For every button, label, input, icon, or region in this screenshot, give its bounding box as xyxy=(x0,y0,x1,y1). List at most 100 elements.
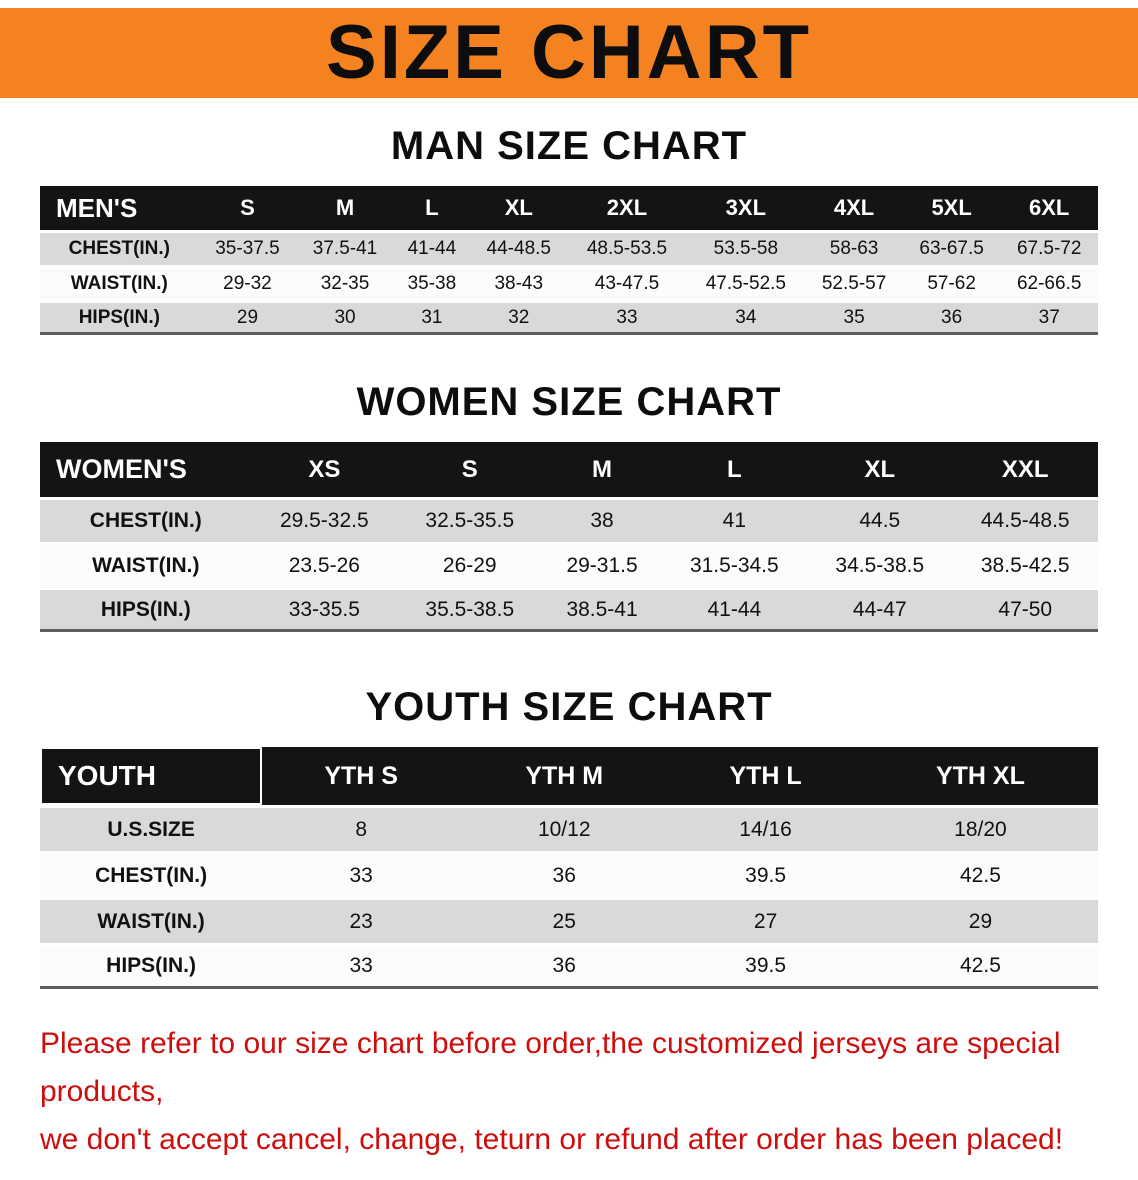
size-value-cell: 23 xyxy=(262,900,461,943)
women-size-table-wrap: WOMEN'S XS S M L XL XXL CHEST(IN.) 29.5-32.5 32.5… xyxy=(0,439,1138,635)
table-header-row: MEN'S S M L XL 2XL 3XL 4XL 5XL 6XL xyxy=(40,186,1098,230)
women-size-section: WOMEN SIZE CHART WOMEN'S XS S M L XL XXL CHEST(… xyxy=(0,380,1138,635)
size-header-cell: L xyxy=(393,186,470,230)
table-header-row: YOUTH YTH S YTH M YTH L YTH XL xyxy=(40,747,1098,805)
row-label-cell: CHEST(IN.) xyxy=(40,500,252,542)
size-header-cell: S xyxy=(198,186,297,230)
row-label-cell: U.S.SIZE xyxy=(40,808,263,851)
size-value-cell: 36 xyxy=(902,303,1001,335)
men-size-table-wrap: MEN'S S M L XL 2XL 3XL 4XL 5XL 6XL CHEST(IN.) 35-37… xyxy=(0,183,1138,338)
size-header-cell: 2XL xyxy=(567,186,687,230)
disclaimer-line-1: Please refer to our size chart before or… xyxy=(40,1027,1061,1108)
size-value-cell: 18/20 xyxy=(862,808,1098,851)
size-value-cell: 25 xyxy=(460,900,669,943)
size-value-cell: 32-35 xyxy=(296,268,394,300)
table-row: WAIST(IN.) 29-32 32-35 35-38 38-43 43-47.5 47.… xyxy=(40,268,1098,300)
size-value-cell: 36 xyxy=(460,946,669,989)
size-value-cell: 31 xyxy=(393,303,470,335)
size-value-cell: 37.5-41 xyxy=(296,233,394,265)
size-value-cell: 67.5-72 xyxy=(1000,233,1098,265)
size-value-cell: 39.5 xyxy=(668,946,863,989)
men-size-table: MEN'S S M L XL 2XL 3XL 4XL 5XL 6XL CHEST(IN.) 35-37… xyxy=(40,183,1098,338)
table-row: CHEST(IN.) 29.5-32.5 32.5-35.5 38 41 44.5 44.5… xyxy=(40,500,1098,542)
table-row: HIPS(IN.) 33-35.5 35.5-38.5 38.5-41 41-44 44-… xyxy=(40,590,1098,632)
table-row: HIPS(IN.) 33 36 39.5 42.5 xyxy=(40,946,1098,989)
size-value-cell: 47-50 xyxy=(952,590,1098,632)
banner: SIZE CHART xyxy=(0,8,1138,98)
row-label-cell: HIPS(IN.) xyxy=(40,946,263,989)
table-row: CHEST(IN.) 33 36 39.5 42.5 xyxy=(40,854,1098,897)
size-value-cell: 53.5-58 xyxy=(686,233,806,265)
table-row: HIPS(IN.) 29 30 31 32 33 34 35 36 37 xyxy=(40,303,1098,335)
size-value-cell: 10/12 xyxy=(460,808,669,851)
table-row: WAIST(IN.) 23.5-26 26-29 29-31.5 31.5-34.5 34… xyxy=(40,545,1098,587)
size-value-cell: 62-66.5 xyxy=(1000,268,1098,300)
size-header-cell: L xyxy=(661,442,808,497)
size-header-cell: XL xyxy=(470,186,568,230)
size-value-cell: 38-43 xyxy=(470,268,568,300)
size-value-cell: 43-47.5 xyxy=(567,268,687,300)
size-value-cell: 41-44 xyxy=(661,590,808,632)
size-value-cell: 48.5-53.5 xyxy=(567,233,687,265)
size-value-cell: 38.5-41 xyxy=(542,590,662,632)
men-size-section: MAN SIZE CHART MEN'S S M L XL 2XL 3XL 4XL 5XL 6XL… xyxy=(0,124,1138,338)
size-value-cell: 27 xyxy=(668,900,863,943)
size-value-cell: 33 xyxy=(262,854,461,897)
size-value-cell: 42.5 xyxy=(862,946,1098,989)
size-value-cell: 35 xyxy=(805,303,903,335)
size-value-cell: 29 xyxy=(862,900,1098,943)
size-value-cell: 33-35.5 xyxy=(251,590,398,632)
size-header-cell: S xyxy=(397,442,543,497)
size-value-cell: 14/16 xyxy=(668,808,863,851)
table-header-row: WOMEN'S XS S M L XL XXL xyxy=(40,442,1098,497)
row-label-cell: HIPS(IN.) xyxy=(40,590,252,632)
size-value-cell: 29.5-32.5 xyxy=(251,500,398,542)
size-value-cell: 36 xyxy=(460,854,669,897)
size-value-cell: 52.5-57 xyxy=(805,268,903,300)
size-value-cell: 8 xyxy=(262,808,461,851)
size-value-cell: 41 xyxy=(661,500,808,542)
row-label-cell: HIPS(IN.) xyxy=(40,303,199,335)
size-value-cell: 39.5 xyxy=(668,854,863,897)
size-value-cell: 29 xyxy=(198,303,297,335)
table-row: U.S.SIZE 8 10/12 14/16 18/20 xyxy=(40,808,1098,851)
youth-size-table-wrap: YOUTH YTH S YTH M YTH L YTH XL U.S.SIZE 8 10/12… xyxy=(0,744,1138,992)
size-value-cell: 44.5 xyxy=(807,500,953,542)
size-value-cell: 47.5-52.5 xyxy=(686,268,806,300)
size-header-cell: XL xyxy=(807,442,953,497)
row-label-cell: CHEST(IN.) xyxy=(40,854,263,897)
youth-section-heading: YOUTH SIZE CHART xyxy=(365,685,773,729)
size-header-cell: M xyxy=(296,186,394,230)
size-header-cell: YTH XL xyxy=(862,747,1098,805)
size-value-cell: 44.5-48.5 xyxy=(952,500,1098,542)
row-label-cell: WAIST(IN.) xyxy=(40,268,199,300)
women-size-table: WOMEN'S XS S M L XL XXL CHEST(IN.) 29.5-32.5 32.5… xyxy=(40,439,1098,635)
size-value-cell: 33 xyxy=(262,946,461,989)
size-value-cell: 30 xyxy=(296,303,394,335)
size-value-cell: 35-37.5 xyxy=(198,233,297,265)
table-name-cell: YOUTH xyxy=(40,747,263,805)
size-header-cell: 3XL xyxy=(686,186,806,230)
size-value-cell: 41-44 xyxy=(393,233,470,265)
size-value-cell: 23.5-26 xyxy=(251,545,398,587)
size-value-cell: 32 xyxy=(470,303,568,335)
disclaimer-line-2: we don't accept cancel, change, teturn o… xyxy=(40,1123,1064,1156)
size-value-cell: 42.5 xyxy=(862,854,1098,897)
table-row: CHEST(IN.) 35-37.5 37.5-41 41-44 44-48.5 48.5… xyxy=(40,233,1098,265)
size-value-cell: 44-48.5 xyxy=(470,233,568,265)
size-header-cell: 5XL xyxy=(902,186,1001,230)
size-value-cell: 26-29 xyxy=(397,545,543,587)
size-value-cell: 38.5-42.5 xyxy=(952,545,1098,587)
size-header-cell: YTH M xyxy=(460,747,669,805)
size-value-cell: 63-67.5 xyxy=(902,233,1001,265)
size-value-cell: 57-62 xyxy=(902,268,1001,300)
size-value-cell: 44-47 xyxy=(807,590,953,632)
size-value-cell: 35-38 xyxy=(393,268,470,300)
table-row: WAIST(IN.) 23 25 27 29 xyxy=(40,900,1098,943)
row-label-cell: WAIST(IN.) xyxy=(40,900,263,943)
size-value-cell: 35.5-38.5 xyxy=(397,590,543,632)
page-title: SIZE CHART xyxy=(326,10,812,95)
row-label-cell: WAIST(IN.) xyxy=(40,545,252,587)
size-header-cell: XXL xyxy=(952,442,1098,497)
